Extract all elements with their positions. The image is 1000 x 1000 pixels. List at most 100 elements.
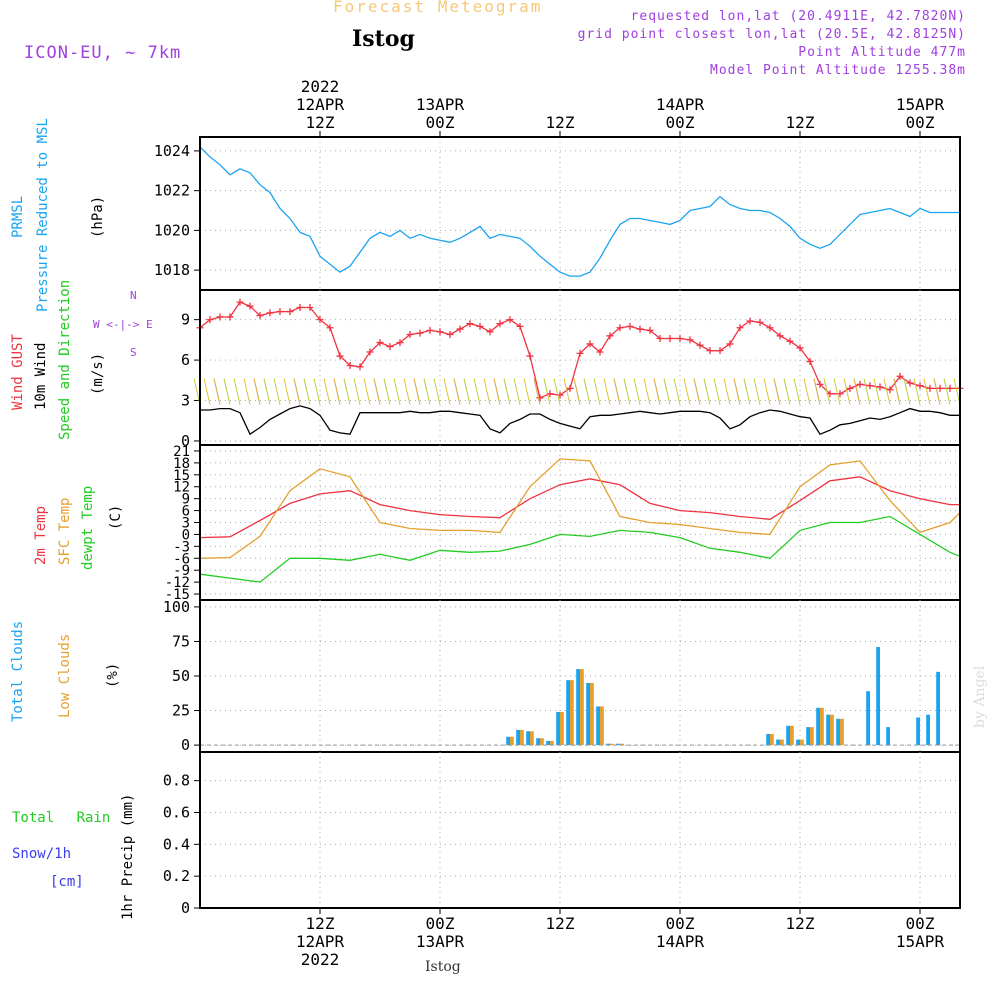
wind-dir-arrow-40 (593, 378, 601, 405)
bar-3-0-8 (586, 682, 590, 746)
gust-marker-6 (256, 312, 264, 320)
wind-dir-arrow-43 (623, 378, 631, 405)
wind-dir-arrow-15 (343, 378, 351, 405)
top-time-label-5-0: 15APR (896, 95, 945, 114)
wind-dir-arrow-7 (263, 378, 271, 405)
bar-3-1-0 (510, 736, 514, 746)
wind-dir-arrow-63 (823, 378, 831, 405)
wind-dir-arrow-18 (373, 378, 381, 405)
bar-3-0-20 (836, 718, 840, 746)
ytick-label-1-1: 3 (181, 392, 190, 410)
wind-dir-arrow-1 (203, 378, 211, 405)
bottom-time-label-0-2: 2022 (301, 950, 340, 969)
wind-dir-arrow-52 (713, 378, 721, 405)
wind-dir-arrow-4 (233, 378, 241, 405)
ytick-label-2-8: 9 (182, 492, 190, 508)
bar-3-1-17 (810, 727, 814, 746)
ytick-label-2-4: -3 (173, 539, 190, 555)
bar-3-1-1 (520, 729, 524, 746)
gust-marker-73 (926, 384, 934, 392)
ytick-label-3-0: 0 (181, 736, 190, 754)
bar-3-1-6 (570, 680, 574, 746)
wind-dir-arrow-17 (363, 378, 371, 405)
ytick-label-4-2: 0.4 (163, 835, 190, 853)
ytick-label-0-2: 1022 (154, 182, 190, 200)
wind-dir-arrow-53 (723, 378, 731, 405)
bar-3-0-18 (816, 707, 820, 746)
wind-dir-arrow-25 (443, 378, 451, 405)
bottom-time-label-1-1: 13APR (416, 932, 465, 951)
gust-marker-45 (646, 326, 654, 334)
ytick-label-2-0: -15 (165, 587, 190, 603)
gust-marker-31 (506, 316, 514, 324)
gust-marker-56 (756, 318, 764, 326)
bar-3-0-17 (806, 727, 810, 746)
snow-unit-label: [cm] (50, 874, 84, 890)
bar-3-1-12 (630, 745, 634, 746)
gust-marker-16 (356, 363, 364, 371)
bottom-time-label-5-0: 00Z (906, 914, 935, 933)
bottom-time-label-5-1: 15APR (896, 932, 945, 951)
gust-marker-75 (946, 384, 954, 392)
gust-marker-4 (236, 298, 244, 306)
rain-label: Total Rain (12, 810, 111, 826)
gust-marker-26 (456, 325, 464, 333)
gust-marker-11 (306, 304, 314, 312)
series-line-2-0 (199, 476, 960, 539)
wind-dir-arrow-20 (393, 378, 401, 405)
bar-3-0-24 (916, 717, 920, 746)
bar-3-0-10 (606, 743, 610, 746)
bar-3-0-26 (936, 671, 940, 746)
bar-3-1-11 (620, 743, 624, 746)
ytick-label-2-9: 12 (173, 480, 190, 496)
info-requested: requested lon,lat (20.4911E, 42.7820N) (630, 9, 966, 24)
bottom-time-label-2-0: 12Z (546, 914, 575, 933)
ytick-label-0-1: 1020 (154, 221, 190, 239)
ytick-label-0-0: 1018 (154, 261, 190, 279)
info-model-altitude: Model Point Altitude 1255.38m (710, 63, 966, 78)
ytick-label-1-0: 0 (181, 432, 190, 450)
gust-marker-72 (916, 382, 924, 390)
wind-dir-arrow-67 (863, 378, 871, 405)
gust-marker-49 (686, 336, 694, 344)
wind-dir-arrow-73 (923, 378, 931, 405)
series-line-0-0 (199, 146, 960, 277)
gust-marker-71 (906, 379, 914, 387)
bar-3-0-15 (786, 725, 790, 746)
ytick-label-3-2: 50 (172, 667, 190, 685)
wind-dir-arrow-50 (693, 378, 701, 405)
wind-dir-arrow-30 (493, 378, 501, 405)
wind-dir-arrow-9 (283, 378, 291, 405)
gust-marker-29 (486, 328, 494, 336)
gust-marker-38 (576, 349, 584, 357)
wind-dir-arrow-33 (523, 378, 531, 405)
bar-3-0-23 (886, 727, 890, 746)
wind-dir-arrow-2 (213, 378, 221, 405)
bar-3-0-11 (616, 743, 620, 746)
gust-marker-23 (426, 326, 434, 334)
wind-dir-arrow-39 (583, 378, 591, 405)
wind-dir-arrow-55 (743, 378, 751, 405)
gust-marker-18 (376, 339, 384, 347)
gust-marker-30 (496, 320, 504, 328)
gust-marker-39 (586, 340, 594, 348)
ytick-label-2-1: -12 (165, 575, 190, 591)
wind-dir-arrow-26 (453, 378, 461, 405)
gust-marker-9 (286, 308, 294, 316)
ytick-label-4-0: 0 (181, 899, 190, 917)
wind-dir-arrow-65 (843, 378, 851, 405)
gust-marker-28 (476, 322, 484, 330)
gust-marker-66 (856, 380, 864, 388)
wind-dir-arrow-51 (703, 378, 711, 405)
wind-dir-arrow-10 (293, 378, 301, 405)
compass-n: N (130, 289, 137, 302)
wind-dir-arrow-58 (773, 378, 781, 405)
wind-dir-arrow-41 (603, 378, 611, 405)
gust-marker-53 (726, 340, 734, 348)
wind-dir-arrow-13 (323, 378, 331, 405)
wind-dir-arrow-28 (473, 378, 481, 405)
wind-dir-arrow-59 (783, 378, 791, 405)
info-point-altitude: Point Altitude 477m (798, 45, 966, 60)
wind-dir-arrow-32 (513, 378, 521, 405)
top-time-label-0-1: 12APR (296, 95, 345, 114)
